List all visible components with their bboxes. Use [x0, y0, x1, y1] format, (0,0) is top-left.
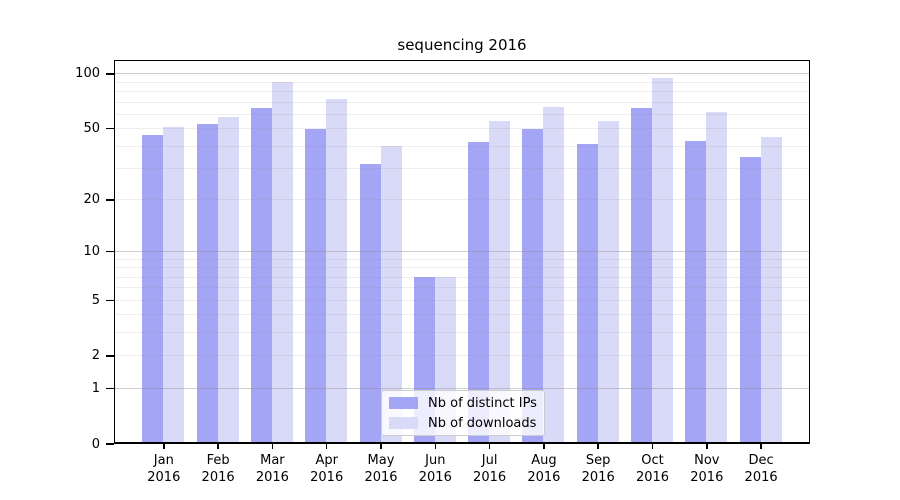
y-tick-label: 0: [91, 436, 100, 452]
plot-area: [114, 60, 810, 444]
bar-distinct-ips-aug: [522, 128, 544, 444]
x-tick-year: 2016: [201, 470, 235, 485]
x-tick-month: Jun: [425, 453, 446, 468]
x-tick-month: Jan: [153, 453, 174, 468]
x-tick-mark: [271, 444, 274, 449]
bar-downloads-dec: [760, 136, 782, 444]
x-tick-mark: [380, 444, 382, 449]
bar-distinct-ips-oct: [631, 108, 652, 444]
legend-label-distinct-ips: Nb of distinct IPs: [428, 395, 537, 411]
legend: Nb of distinct IPs Nb of downloads: [381, 390, 545, 436]
bar-downloads-apr: [326, 98, 348, 444]
x-tick-year: 2016: [690, 470, 724, 485]
x-tick-year: 2016: [147, 470, 181, 485]
x-tick-mark: [217, 444, 219, 449]
y-tick-label: 10: [83, 244, 100, 260]
y-tick-mark: [106, 127, 114, 130]
y-tick-label: 1: [91, 380, 100, 396]
x-tick-label: Feb 2016: [190, 452, 246, 486]
bar-downloads-sep: [597, 121, 619, 444]
x-tick-label: Apr 2016: [299, 452, 355, 486]
x-tick-mark: [543, 444, 545, 449]
bar-downloads-mar: [271, 82, 293, 444]
legend-item-distinct-ips: Nb of distinct IPs: [389, 396, 544, 411]
x-tick-label: Jul 2016: [462, 452, 518, 486]
legend-swatch-distinct-ips: [389, 397, 418, 409]
y-tick-mark: [106, 355, 114, 357]
bar-downloads-may: [380, 146, 402, 444]
x-tick-label: May 2016: [353, 452, 409, 486]
x-tick-mark: [488, 444, 491, 449]
x-tick-year: 2016: [418, 470, 452, 485]
legend-swatch-downloads: [389, 417, 418, 429]
y-tick-mark: [106, 199, 114, 201]
chart-title: sequencing 2016: [397, 36, 527, 54]
x-tick-year: 2016: [473, 470, 507, 485]
x-tick-mark: [163, 444, 165, 449]
x-tick-month: Nov: [694, 453, 720, 468]
bar-distinct-ips-sep: [576, 144, 598, 444]
x-tick-month: Dec: [748, 453, 774, 468]
bar-downloads-feb: [217, 116, 239, 444]
y-tick-label: 100: [75, 66, 100, 82]
x-tick-month: Apr: [315, 453, 338, 468]
x-tick-month: Aug: [531, 453, 557, 468]
bars-layer: [114, 60, 810, 444]
bar-downloads-aug: [543, 106, 565, 444]
x-tick-year: 2016: [635, 470, 670, 485]
bar-downloads-jan: [163, 127, 185, 444]
x-tick-mark: [706, 444, 708, 449]
x-tick-label: Sep 2016: [570, 452, 626, 486]
x-tick-label: Nov 2016: [679, 452, 735, 486]
y-tick-mark: [106, 299, 114, 302]
x-tick-month: Sep: [585, 453, 611, 468]
x-tick-year: 2016: [581, 470, 615, 485]
x-tick-label: Jun 2016: [407, 452, 463, 486]
x-tick-month: Jul: [481, 453, 498, 468]
y-tick-mark: [106, 443, 114, 445]
y-tick-mark: [106, 250, 114, 253]
x-tick-label: Jan 2016: [136, 452, 192, 486]
x-tick-month: Feb: [206, 453, 230, 468]
x-tick-year: 2016: [364, 470, 398, 485]
bar-distinct-ips-dec: [739, 156, 761, 444]
bar-distinct-ips-nov: [685, 140, 707, 444]
bar-distinct-ips-jan: [142, 135, 164, 444]
y-tick-label: 20: [83, 192, 100, 208]
y-tick-mark: [106, 73, 114, 75]
bar-distinct-ips-feb: [196, 124, 218, 444]
x-tick-mark: [597, 444, 599, 449]
bar-downloads-jul: [489, 121, 511, 444]
y-tick-mark: [106, 387, 114, 390]
legend-item-downloads: Nb of downloads: [389, 416, 544, 431]
x-tick-year: 2016: [744, 470, 778, 485]
x-tick-month: Oct: [641, 453, 664, 468]
y-tick-label: 5: [91, 292, 100, 308]
bar-distinct-ips-mar: [250, 108, 272, 444]
x-tick-month: Mar: [260, 453, 285, 468]
bar-downloads-nov: [706, 111, 728, 444]
bar-distinct-ips-may: [359, 163, 381, 444]
y-tick-label: 50: [83, 121, 100, 137]
x-tick-mark: [760, 444, 762, 449]
legend-label-downloads: Nb of downloads: [428, 415, 537, 431]
bar-distinct-ips-jul: [468, 142, 490, 444]
x-tick-month: May: [367, 453, 395, 468]
x-tick-year: 2016: [255, 470, 289, 485]
bar-distinct-ips-apr: [305, 128, 327, 444]
x-tick-label: Dec 2016: [733, 452, 789, 486]
x-tick-label: Aug 2016: [516, 452, 572, 486]
x-tick-year: 2016: [310, 470, 344, 485]
x-tick-year: 2016: [527, 470, 561, 485]
x-tick-mark: [434, 444, 437, 449]
x-tick-label: Mar 2016: [244, 452, 300, 486]
x-tick-label: Oct 2016: [625, 452, 681, 486]
bar-downloads-oct: [652, 77, 673, 444]
x-tick-mark: [325, 444, 328, 449]
x-tick-mark: [651, 444, 654, 449]
y-tick-label: 2: [91, 348, 100, 364]
